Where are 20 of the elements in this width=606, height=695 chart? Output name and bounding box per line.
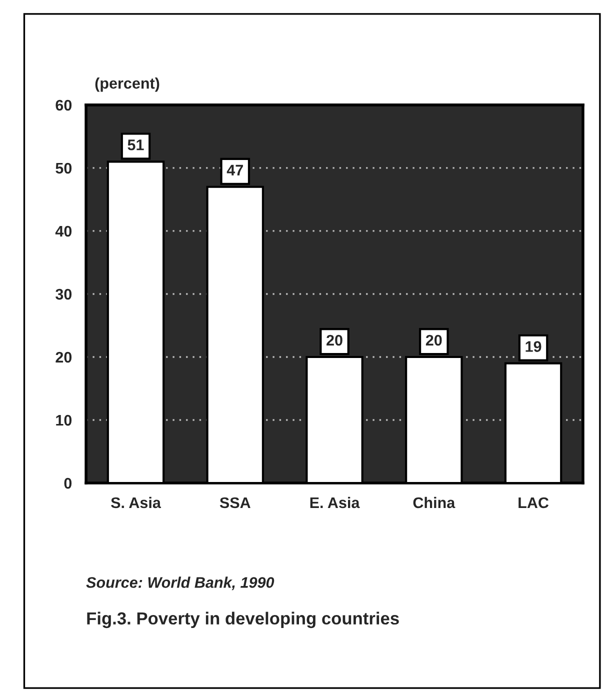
y-tick-label: 10 bbox=[56, 414, 72, 426]
x-tick-label: S. Asia bbox=[110, 496, 162, 508]
x-tick-label: China bbox=[413, 496, 456, 508]
data-label: 19 bbox=[526, 341, 542, 352]
x-tick-label: SSA bbox=[220, 497, 250, 508]
y-tick-label: 40 bbox=[55, 226, 72, 237]
y-axis-title: (percent) bbox=[95, 78, 160, 92]
y-tick-label: 50 bbox=[56, 162, 72, 174]
y-tick-label: 20 bbox=[56, 352, 72, 363]
y-tick-label: 0 bbox=[64, 478, 72, 489]
x-tick-label: E. Asia bbox=[310, 496, 360, 508]
data-label: 51 bbox=[128, 140, 144, 150]
source-note: Source: World Bank, 1990 bbox=[86, 576, 274, 590]
caption: Fig.3. Poverty in developing countries bbox=[87, 612, 399, 628]
x-tick-label: LAC bbox=[518, 497, 549, 508]
y-tick-label: 30 bbox=[56, 288, 72, 300]
data-label: 20 bbox=[426, 334, 442, 346]
y-tick-label: 60 bbox=[56, 100, 72, 111]
data-label: 47 bbox=[226, 164, 243, 176]
data-label: 20 bbox=[326, 334, 342, 346]
